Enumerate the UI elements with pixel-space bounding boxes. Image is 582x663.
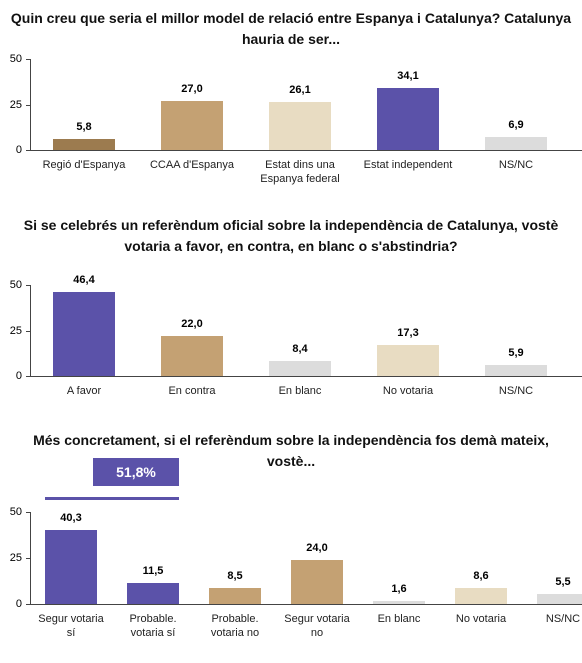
value-label: 11,5 (142, 564, 164, 577)
value-label: 22,0 (181, 317, 203, 330)
category-label: NS/NC (545, 613, 581, 625)
bar (45, 529, 97, 604)
category-label: Estat dins una Espanya federal (260, 159, 340, 185)
y-tick-label: 0 (15, 144, 22, 156)
bar (161, 100, 223, 150)
tick-mark (26, 59, 30, 60)
bar (537, 593, 582, 604)
category-label: CCAA d'Espanya (149, 159, 235, 171)
category-label: En blanc (278, 385, 322, 397)
category-label: Segur votaria sí (38, 613, 104, 639)
value-label: 40,3 (60, 511, 82, 524)
y-tick-label: 50 (9, 506, 22, 518)
category-label: Probable. votaria sí (129, 613, 177, 639)
tick-mark (26, 150, 30, 151)
category-label: Segur votaria no (284, 613, 350, 639)
bar (127, 582, 179, 604)
tick-mark (26, 104, 30, 106)
bar (455, 588, 507, 604)
y-tick-label: 50 (9, 279, 22, 291)
value-label: 8,6 (473, 570, 489, 583)
tick-mark (26, 376, 30, 377)
bar (53, 139, 115, 150)
y-tick-label: 0 (15, 598, 22, 610)
bar (269, 360, 331, 376)
y-tick-label: 25 (9, 98, 22, 111)
value-label: 5,5 (555, 575, 571, 588)
category-label: Estat independent (363, 159, 453, 171)
category-label: NS/NC (498, 159, 534, 171)
bar (53, 291, 115, 376)
bar (485, 365, 547, 376)
value-label: 5,9 (508, 347, 524, 360)
category-label: En contra (168, 385, 216, 397)
chart-title: Si se celebrés un referèndum oficial sob… (23, 217, 559, 254)
x-axis (30, 604, 582, 605)
category-label: Regió d'Espanya (42, 159, 126, 171)
bar (291, 559, 343, 604)
y-axis (30, 59, 31, 150)
value-label: 8,5 (227, 570, 243, 583)
value-label: 34,1 (397, 69, 419, 82)
bar (269, 102, 331, 150)
value-label: 1,6 (391, 583, 407, 596)
x-axis (30, 376, 582, 377)
y-axis (30, 512, 31, 604)
value-label: 5,8 (76, 121, 92, 134)
chart-title: Quin creu que seria el millor model de r… (10, 10, 572, 47)
y-tick-label: 25 (9, 552, 22, 564)
value-label: 26,1 (289, 84, 311, 97)
category-label: No votaria (455, 613, 507, 625)
category-label: A favor (66, 385, 102, 397)
tick-mark (26, 604, 30, 605)
category-label: NS/NC (498, 385, 534, 397)
value-label: 46,4 (73, 273, 95, 286)
y-tick-label: 50 (9, 53, 22, 65)
value-label: 24,0 (306, 541, 328, 554)
y-tick-label: 0 (15, 370, 22, 382)
x-axis (30, 150, 582, 151)
annotation-line (45, 497, 179, 500)
value-label: 6,9 (508, 119, 524, 132)
category-label: En blanc (377, 613, 421, 625)
bar (373, 601, 425, 604)
bar (485, 137, 547, 150)
bar (377, 87, 439, 150)
category-label: Probable. votaria no (210, 613, 260, 639)
chart-title: Més concretament, si el referèndum sobre… (33, 432, 549, 469)
tick-mark (26, 330, 30, 332)
bar (209, 588, 261, 604)
value-label: 8,4 (292, 342, 308, 355)
tick-mark (26, 512, 30, 513)
y-tick-label: 25 (9, 324, 22, 337)
bar (161, 335, 223, 376)
category-label: No votaria (382, 385, 434, 397)
tick-mark (26, 558, 30, 559)
tick-mark (26, 285, 30, 286)
annotation-box: 51,8% (93, 458, 179, 486)
value-label: 17,3 (397, 326, 419, 339)
bar (377, 344, 439, 376)
y-axis (30, 285, 31, 376)
value-label: 27,0 (181, 82, 203, 95)
